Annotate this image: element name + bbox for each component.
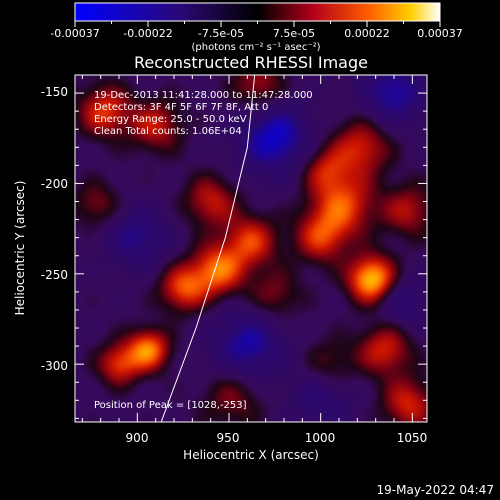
heatmap-image bbox=[75, 75, 427, 422]
info-line-energy: Energy Range: 25.0 - 50.0 keV bbox=[94, 114, 247, 125]
x-tick-label: 900 bbox=[126, 431, 149, 445]
colorbar-tick-label: 7.5e-05 bbox=[273, 27, 315, 40]
axis-ticks bbox=[75, 74, 427, 422]
info-line-time: 19-Dec-2013 11:41:28.000 to 11:47:28.000 bbox=[94, 90, 313, 101]
colorbar-tick-label: -7.5e-05 bbox=[198, 27, 244, 40]
x-tick-label: 1000 bbox=[305, 431, 336, 445]
chart-title: Reconstructed RHESSI Image bbox=[134, 53, 368, 72]
y-tick-label: -200 bbox=[41, 177, 68, 191]
colorbar-ticks bbox=[74, 21, 441, 27]
solar-limb-line bbox=[160, 75, 256, 422]
info-line-clean: Clean Total counts: 1.06E+04 bbox=[94, 126, 242, 137]
y-axis-label: Heliocentric Y (arcsec) bbox=[13, 181, 27, 316]
y-tick-label: -250 bbox=[41, 268, 68, 282]
y-tick-label: -300 bbox=[41, 359, 68, 373]
x-tick-label: 950 bbox=[217, 431, 240, 445]
colorbar-tick-label: 0.00037 bbox=[417, 27, 463, 40]
peak-position-label: Position of Peak = [1028,-253] bbox=[94, 400, 247, 411]
colorbar bbox=[74, 2, 441, 22]
x-axis-label: Heliocentric X (arcsec) bbox=[183, 448, 319, 462]
footer-timestamp: 19-May-2022 04:47 bbox=[377, 483, 494, 497]
colorbar-tick-label: 0.00022 bbox=[344, 27, 390, 40]
info-line-detectors: Detectors: 3F 4F 5F 6F 7F 8F, Att 0 bbox=[94, 102, 268, 113]
colorbar-units-label: (photons cm⁻² s⁻¹ asec⁻²) bbox=[191, 42, 320, 53]
y-tick-label: -150 bbox=[41, 85, 68, 99]
colorbar-tick-label: -0.00022 bbox=[123, 27, 172, 40]
colorbar-tick-label: -0.00037 bbox=[50, 27, 99, 40]
x-tick-label: 1050 bbox=[397, 431, 428, 445]
plot-frame bbox=[74, 74, 428, 423]
